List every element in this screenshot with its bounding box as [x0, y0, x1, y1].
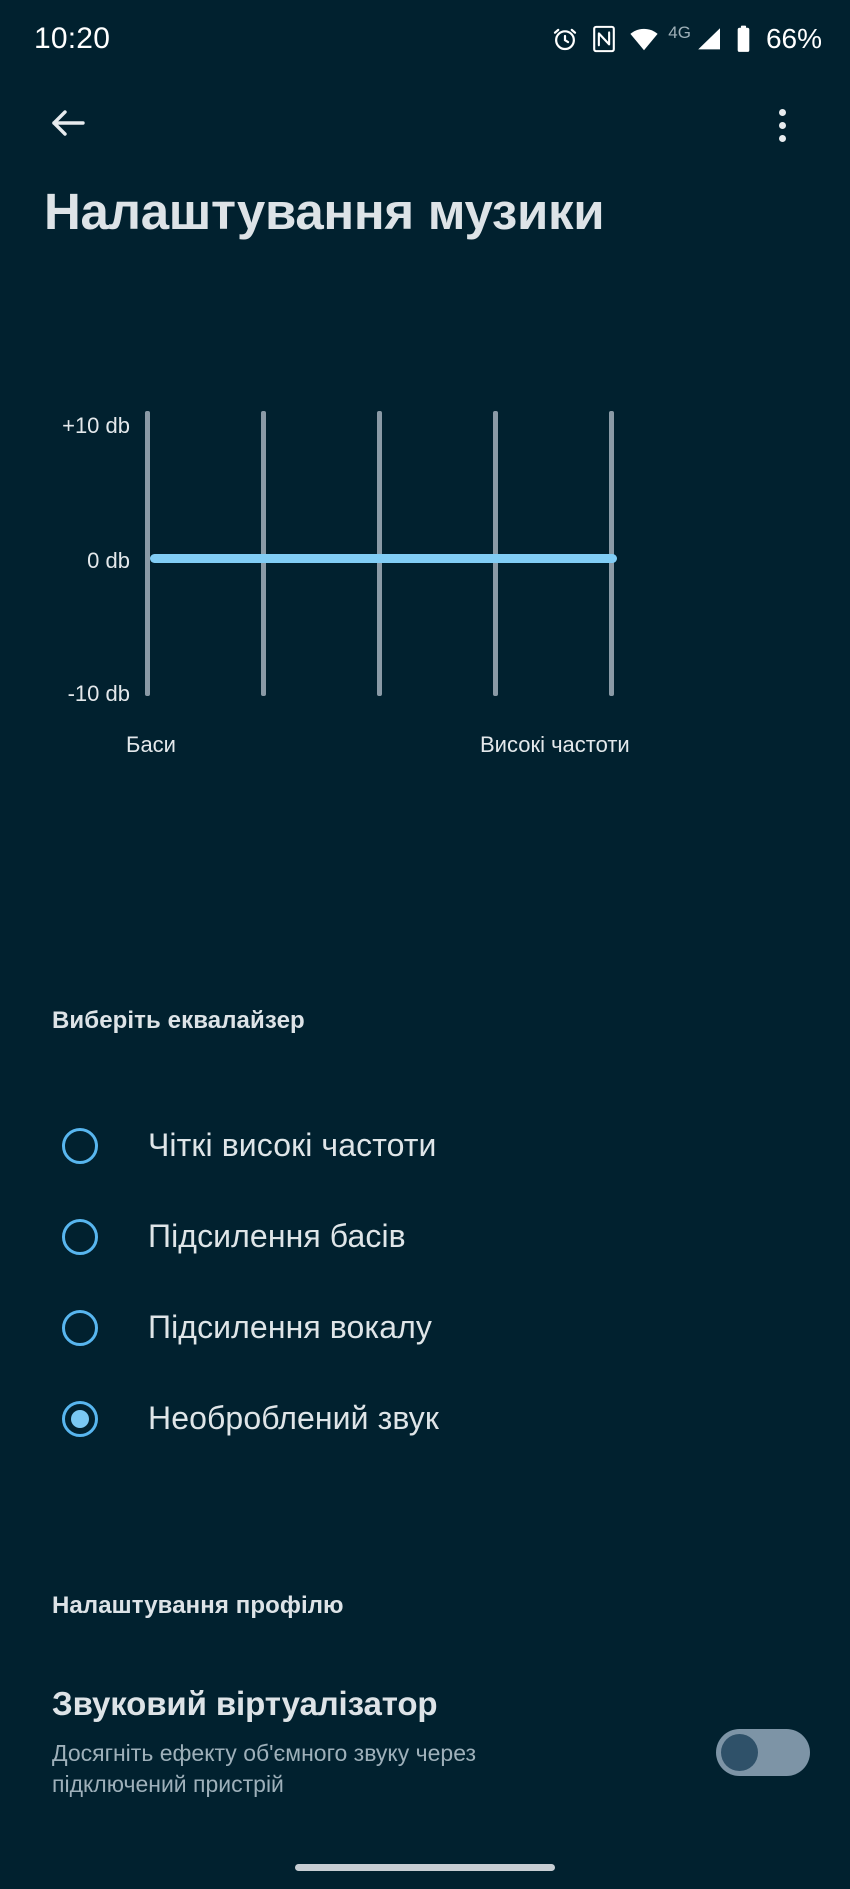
sound-virtualizer-text: Звуковий віртуалізатор Досягніть ефекту … — [52, 1685, 716, 1800]
radio-circle-icon[interactable] — [62, 1127, 98, 1164]
navigation-handle[interactable] — [295, 1864, 555, 1871]
x-label-bass: Баси — [126, 732, 176, 757]
wifi-icon — [629, 26, 659, 52]
signal-icon — [694, 26, 722, 52]
app-bar — [0, 78, 850, 173]
radio-option-clear-treble[interactable]: Чіткі високі частоти — [0, 1100, 850, 1191]
equalizer-plot-area[interactable] — [145, 395, 625, 705]
radio-option-label: Чіткі високі частоти — [148, 1127, 437, 1163]
equalizer-y-axis: +10 db 0 db -10 db — [0, 395, 130, 735]
equalizer-band-4[interactable] — [493, 411, 498, 696]
equalizer-preset-list: Чіткі високі частоти Підсилення басів Пі… — [0, 1100, 850, 1464]
equalizer-chart[interactable]: +10 db 0 db -10 db Баси Високі частоти — [0, 395, 850, 795]
page-title: Налаштування музики — [44, 183, 605, 240]
radio-option-bass-boost[interactable]: Підсилення басів — [0, 1191, 850, 1282]
y-tick-minus-ten: -10 db — [67, 681, 130, 706]
radio-option-label: Підсилення вокалу — [148, 1309, 432, 1345]
equalizer-band-5[interactable] — [609, 411, 614, 696]
equalizer-response-curve[interactable] — [150, 554, 617, 563]
equalizer-band-2[interactable] — [261, 411, 266, 696]
sound-virtualizer-toggle[interactable] — [716, 1729, 810, 1776]
equalizer-band-1[interactable] — [145, 411, 150, 696]
network-type-label: 4G — [668, 23, 691, 42]
battery-percentage: 66% — [765, 23, 822, 54]
radio-option-label: Необроблений звук — [148, 1400, 439, 1436]
nfc-icon — [592, 25, 616, 53]
status-icons: 4G 66% — [551, 23, 822, 55]
alarm-icon — [551, 25, 579, 53]
back-arrow-icon — [47, 105, 89, 146]
overflow-menu-icon — [778, 109, 786, 142]
radio-circle-icon[interactable] — [62, 1218, 98, 1255]
radio-option-raw-sound[interactable]: Необроблений звук — [0, 1373, 850, 1464]
sound-virtualizer-title: Звуковий віртуалізатор — [52, 1685, 438, 1722]
x-label-treble: Високі частоти — [480, 732, 630, 757]
equalizer-band-3[interactable] — [377, 411, 382, 696]
status-time: 10:20 — [34, 22, 111, 55]
status-bar: 10:20 4G — [0, 0, 850, 78]
radio-circle-selected-icon[interactable] — [62, 1400, 98, 1437]
y-tick-zero: 0 db — [87, 548, 130, 573]
equalizer-x-axis: Баси Високі частоти — [0, 732, 850, 772]
radio-option-vocal-boost[interactable]: Підсилення вокалу — [0, 1282, 850, 1373]
y-tick-plus-ten: +10 db — [62, 413, 130, 438]
sound-virtualizer-row[interactable]: Звуковий віртуалізатор Досягніть ефекту … — [0, 1685, 850, 1800]
battery-icon — [735, 25, 752, 53]
radio-option-label: Підсилення басів — [148, 1218, 406, 1254]
profile-section-header: Налаштування профілю — [52, 1592, 344, 1619]
equalizer-section-header: Виберіть еквалайзер — [52, 1007, 305, 1034]
radio-circle-icon[interactable] — [62, 1309, 98, 1346]
toggle-thumb — [721, 1734, 758, 1771]
sound-virtualizer-description: Досягніть ефекту об'ємного звуку через п… — [52, 1740, 477, 1798]
back-button[interactable] — [40, 98, 96, 154]
more-options-button[interactable] — [754, 98, 810, 154]
